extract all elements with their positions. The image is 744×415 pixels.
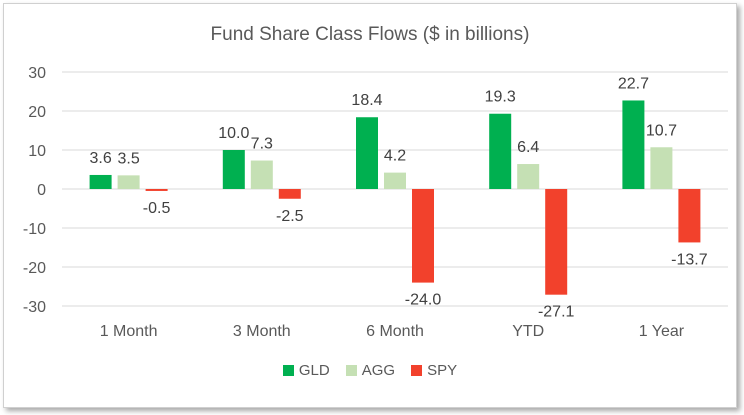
data-label: -27.1 <box>538 304 575 321</box>
legend-swatch-agg <box>345 365 357 376</box>
bar-agg-1-month <box>117 175 140 189</box>
data-label: 7.3 <box>251 136 273 153</box>
bar-agg-ytd <box>517 164 540 189</box>
bar-agg-1-year <box>650 147 673 189</box>
data-label: 22.7 <box>618 75 649 92</box>
legend-swatch-gld <box>282 365 294 376</box>
y-tick-label: 20 <box>28 104 46 121</box>
bar-gld-1-month <box>89 174 112 189</box>
x-tick-label: 6 Month <box>366 323 424 340</box>
data-label: 18.4 <box>351 92 382 109</box>
data-label: 3.6 <box>89 150 111 167</box>
legend-label-agg: AGG <box>361 362 396 379</box>
bar-spy-6-month <box>412 189 434 283</box>
bar-spy-ytd <box>545 189 568 295</box>
bar-agg-3-month <box>250 160 273 189</box>
y-tick-label: 30 <box>28 65 46 82</box>
legend-item-agg: AGG <box>345 362 396 379</box>
y-tick-label: -20 <box>23 260 46 277</box>
chart-frame: Fund Share Class Flows ($ in billions) 3… <box>3 3 737 408</box>
x-tick-label: 1 Month <box>100 323 158 340</box>
data-label: -13.7 <box>671 251 708 268</box>
chart-title: Fund Share Class Flows ($ in billions) <box>210 24 530 45</box>
y-tick-label: -30 <box>23 299 46 316</box>
bar-agg-6-month <box>384 172 406 189</box>
data-label: -2.5 <box>276 208 304 225</box>
data-label: 10.0 <box>218 125 249 142</box>
data-label: -24.0 <box>405 292 442 309</box>
bar-chart: 30 20 10 0 -10 -20 -30 3.6 3.5 -0.5 1 Month 10.07.3… <box>23 65 728 340</box>
bar-gld-6-month <box>356 117 378 189</box>
data-label: 19.3 <box>485 89 516 106</box>
data-label: 6.4 <box>517 139 539 156</box>
legend-swatch-spy <box>411 365 423 376</box>
data-label: 4.2 <box>384 148 406 165</box>
data-label: -0.5 <box>143 200 171 217</box>
bar-gld-ytd <box>489 113 512 189</box>
y-tick-label: 0 <box>37 182 46 199</box>
data-label: 10.7 <box>646 122 677 139</box>
legend-item-gld: GLD <box>282 362 330 379</box>
bar-gld-1-year <box>622 100 645 189</box>
bar-spy-1-year <box>678 189 701 243</box>
x-tick-label: 3 Month <box>233 323 291 340</box>
legend-item-spy: SPY <box>411 362 457 379</box>
data-label: 3.5 <box>117 150 139 167</box>
x-tick-label: YTD <box>512 323 544 340</box>
bar-gld-3-month <box>222 150 245 189</box>
y-tick-label: 10 <box>28 143 46 160</box>
bar-spy-3-month <box>278 189 301 199</box>
legend-label-gld: GLD <box>298 362 330 379</box>
x-tick-label: 1 Year <box>639 323 685 340</box>
bar-spy-1-month <box>145 189 168 191</box>
legend: GLD AGG SPY <box>4 362 736 379</box>
y-tick-label: -10 <box>23 221 46 238</box>
legend-label-spy: SPY <box>427 362 458 379</box>
